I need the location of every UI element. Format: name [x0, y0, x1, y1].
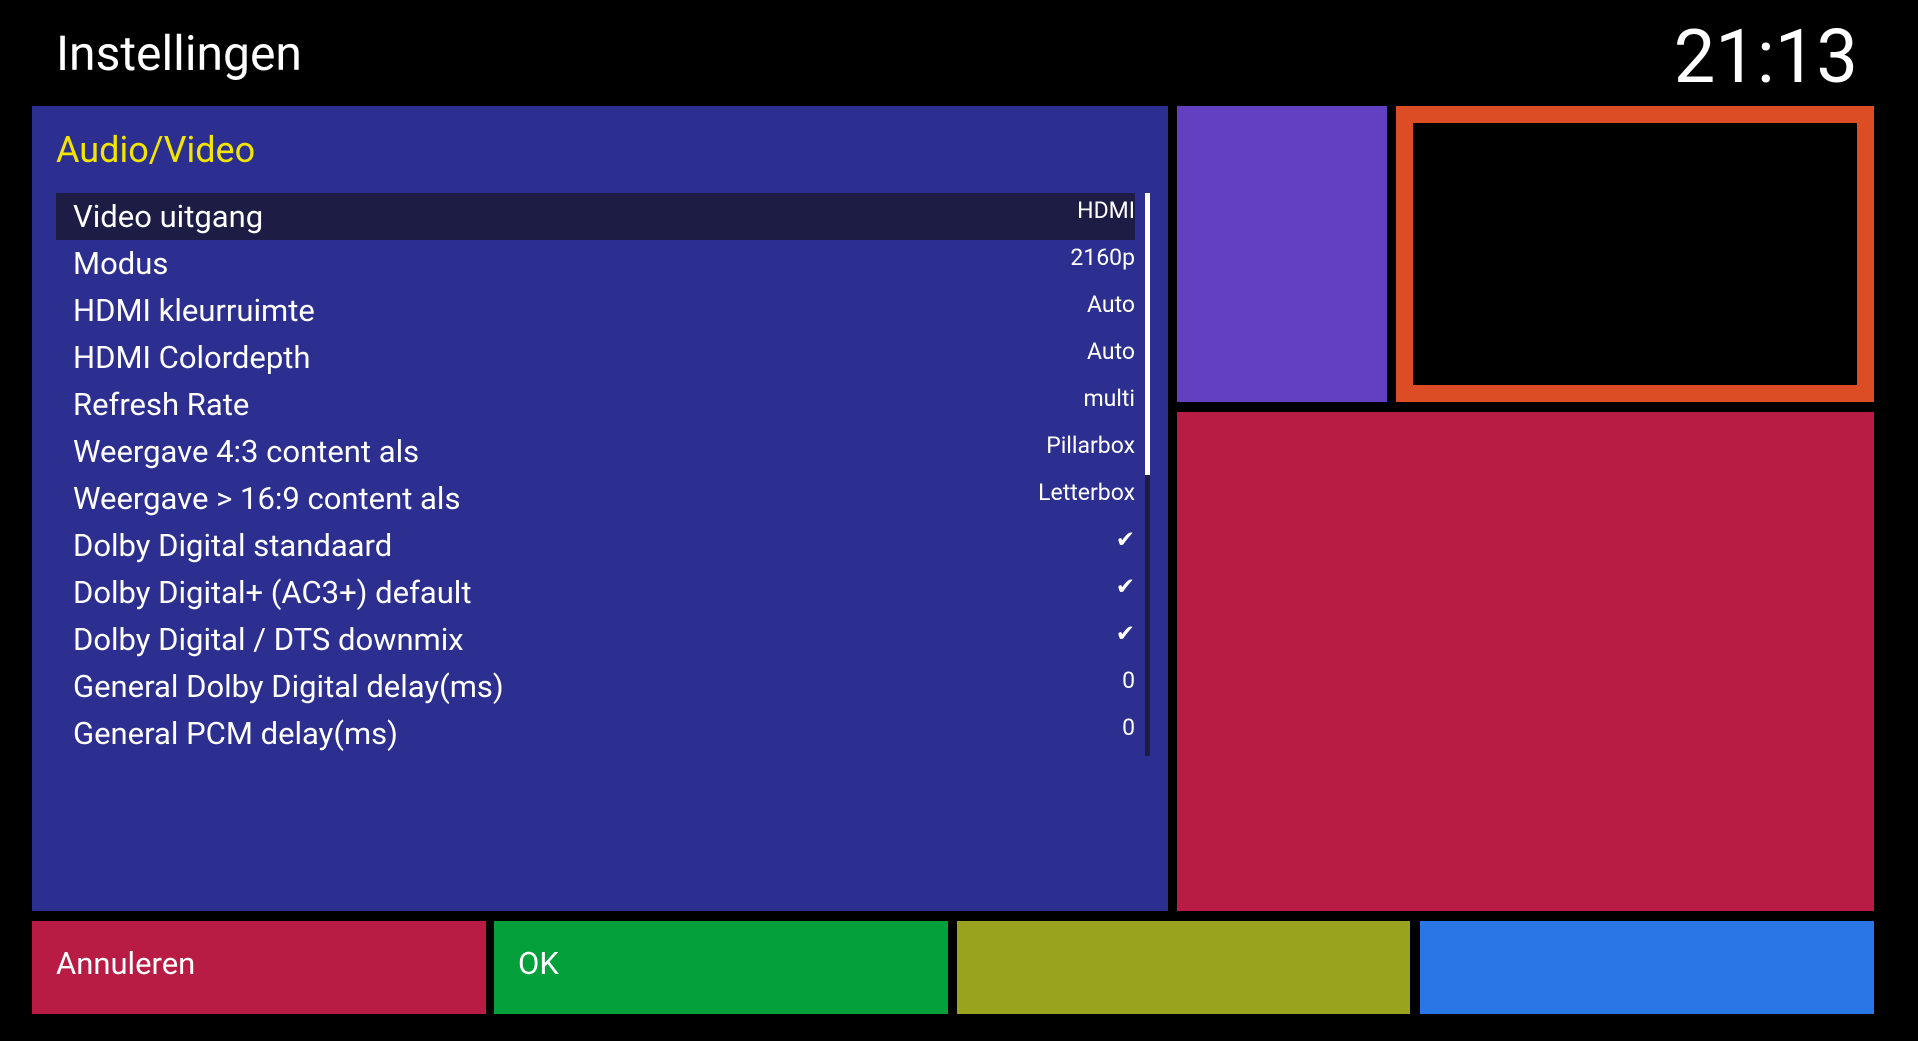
video-preview — [1396, 106, 1874, 402]
row-value: Letterbox — [1038, 479, 1135, 506]
row-value: 0 — [1122, 714, 1135, 741]
settings-panel — [32, 106, 1168, 911]
settings-row[interactable]: General PCM delay(ms) 0 — [56, 710, 1135, 757]
row-label: Dolby Digital standaard — [73, 527, 393, 564]
settings-row[interactable]: HDMI Colordepth Auto — [56, 334, 1135, 381]
settings-row[interactable]: Weergave 4:3 content als Pillarbox — [56, 428, 1135, 475]
row-value: ✔ — [1115, 573, 1135, 600]
info-box — [1177, 106, 1387, 402]
settings-row[interactable]: Dolby Digital standaard ✔ — [56, 522, 1135, 569]
title: Instellingen — [56, 25, 302, 82]
row-value: 2160p — [1070, 244, 1135, 271]
settings-row[interactable]: Video uitgang HDMI — [56, 193, 1135, 240]
red-button[interactable]: Annuleren — [32, 921, 486, 1014]
description-box — [1177, 412, 1874, 911]
settings-row[interactable]: Dolby Digital+ (AC3+) default ✔ — [56, 569, 1135, 616]
row-value: Auto — [1087, 291, 1135, 318]
row-value: 0 — [1122, 667, 1135, 694]
settings-row[interactable]: General Dolby Digital delay(ms) 0 — [56, 663, 1135, 710]
row-label: Weergave 4:3 content als — [73, 433, 420, 470]
row-label: Refresh Rate — [73, 386, 250, 423]
row-label: Weergave > 16:9 content als — [73, 480, 461, 517]
settings-row[interactable]: Refresh Rate multi — [56, 381, 1135, 428]
row-label: HDMI kleurruimte — [73, 292, 315, 329]
row-label: Dolby Digital / DTS downmix — [73, 621, 464, 658]
scrollbar-thumb — [1145, 193, 1150, 475]
row-label: HDMI Colordepth — [73, 339, 311, 376]
row-label: General PCM delay(ms) — [73, 715, 398, 752]
row-label: Dolby Digital+ (AC3+) default — [73, 574, 472, 611]
row-label: Modus — [73, 245, 169, 282]
row-value: Auto — [1087, 338, 1135, 365]
button-label: Annuleren — [56, 945, 196, 982]
row-value: HDMI — [1077, 197, 1135, 224]
row-value: multi — [1083, 385, 1135, 412]
clock: 21:13 — [1673, 14, 1858, 101]
row-value: ✔ — [1115, 620, 1135, 647]
row-label: Video uitgang — [73, 198, 264, 235]
panel-heading: Audio/Video — [56, 129, 256, 171]
settings-row[interactable]: Dolby Digital / DTS downmix ✔ — [56, 616, 1135, 663]
row-label: General Dolby Digital delay(ms) — [73, 668, 504, 705]
settings-row[interactable]: HDMI kleurruimte Auto — [56, 287, 1135, 334]
button-label: OK — [518, 945, 559, 982]
settings-row[interactable]: Weergave > 16:9 content als Letterbox — [56, 475, 1135, 522]
green-button[interactable]: OK — [494, 921, 948, 1014]
row-value: Pillarbox — [1046, 432, 1135, 459]
settings-row[interactable]: Modus 2160p — [56, 240, 1135, 287]
blue-button[interactable] — [1420, 921, 1874, 1014]
row-value: ✔ — [1115, 526, 1135, 553]
yellow-button[interactable] — [957, 921, 1410, 1014]
